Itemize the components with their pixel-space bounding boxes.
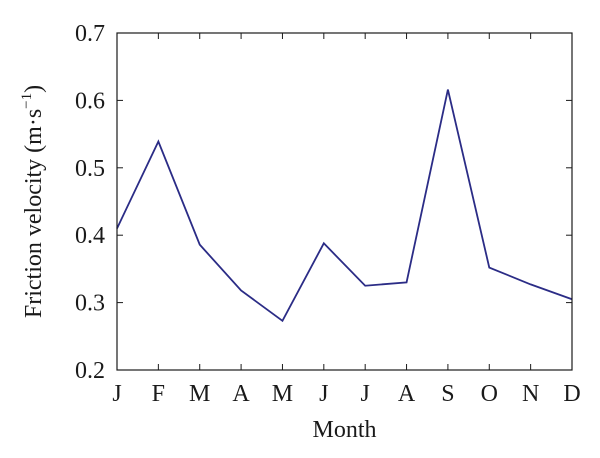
x-tick-label: J — [361, 381, 370, 407]
x-tick-label: S — [441, 381, 454, 407]
x-tick-label: N — [522, 381, 539, 407]
x-tick-label: A — [232, 381, 250, 407]
x-tick-label: M — [189, 381, 210, 407]
y-tick-label: 0.6 — [75, 88, 105, 114]
y-tick-label: 0.2 — [75, 358, 105, 384]
series-layer — [116, 89, 573, 323]
x-tick-label: J — [112, 381, 121, 407]
x-tick-label: O — [481, 381, 498, 407]
y-axis-title: Friction velocity (m·s−1) — [19, 85, 47, 318]
y-axis-title-main: Friction velocity (m·s — [21, 109, 47, 318]
x-tick-label: J — [319, 381, 328, 407]
y-axis-tick-labels: 0.2 0.3 0.4 0.5 0.6 0.7 — [75, 21, 105, 384]
y-axis-title-superscript: −1 — [19, 93, 35, 109]
x-tick-label: D — [563, 381, 580, 407]
plot-frame — [116, 32, 573, 371]
y-tick-label: 0.5 — [75, 156, 105, 182]
x-axis-title: Month — [312, 417, 376, 443]
y-tick-label: 0.3 — [75, 291, 105, 317]
x-tick-label: A — [398, 381, 416, 407]
series-line — [116, 89, 573, 323]
x-tick-label: M — [272, 381, 293, 407]
x-tick-label: F — [152, 381, 165, 407]
y-tick-label: 0.4 — [75, 223, 105, 249]
y-axis-title-close: ) — [21, 85, 47, 93]
y-axis-ticks — [117, 32, 572, 371]
y-tick-label: 0.7 — [75, 21, 105, 47]
x-axis-ticks — [116, 33, 573, 370]
